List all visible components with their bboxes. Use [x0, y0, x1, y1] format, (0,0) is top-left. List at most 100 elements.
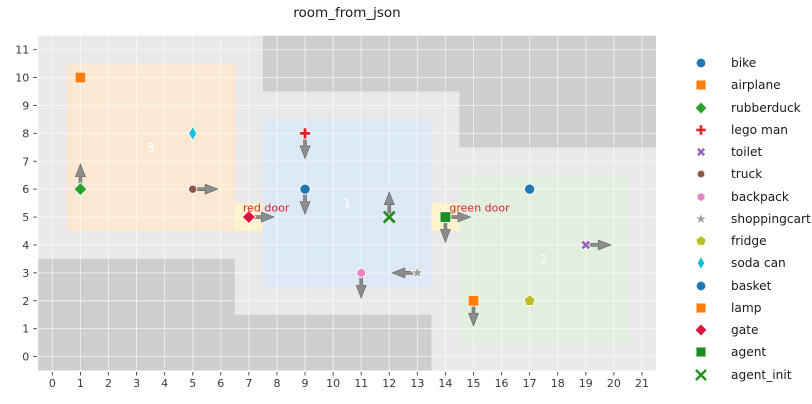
bike-marker [299, 183, 311, 195]
airplane-legend-marker-icon [695, 79, 707, 91]
legend-label: shoppingcart [731, 211, 811, 226]
x-tick-label-10: 10 [326, 377, 340, 390]
airplane-marker [74, 71, 87, 84]
chart-title: room_from_json [293, 5, 401, 21]
y-tick-label-9: 9 [22, 99, 29, 112]
legend-label: airplane [731, 78, 781, 93]
x-tick-label-16: 16 [495, 377, 509, 390]
backpack-legend-marker-icon [696, 191, 706, 202]
fridge-legend-marker-icon [695, 235, 707, 246]
backpack-marker [356, 267, 366, 279]
legend-label: toilet [731, 145, 763, 160]
y-tick-label-3: 3 [22, 267, 29, 280]
gate-legend-marker-icon [694, 323, 708, 337]
x-tick-label-15: 15 [466, 377, 480, 390]
x-tick-label-13: 13 [410, 377, 424, 390]
truck-right-arrow-icon [196, 183, 219, 195]
x-tick-label-8: 8 [273, 377, 280, 390]
legend-item-shoppingcart: shoppingcart [688, 208, 811, 230]
room-1-label: 1 [343, 197, 351, 211]
x-tick-label-2: 2 [105, 377, 112, 390]
legend-item-basket: basket [688, 275, 811, 297]
legend-item-rubberduck: rubberduck [688, 97, 811, 119]
legend-item-airplane: airplane [688, 74, 811, 96]
agent_init-legend-marker-icon [695, 368, 707, 381]
x-tick-label-17: 17 [523, 377, 537, 390]
room-3-label: 3 [147, 141, 155, 155]
room-1-area [262, 119, 432, 287]
room-2-label: 2 [540, 252, 548, 266]
rubberduck-legend-marker-icon [694, 100, 708, 115]
shoppingcart-legend-marker-icon [693, 211, 709, 225]
lamp-legend-marker-icon [695, 302, 707, 314]
bike-legend-marker-icon [695, 57, 707, 69]
legend-item-soda-can: soda can [688, 252, 811, 274]
toilet-right-arrow-icon [589, 239, 612, 251]
toilet-marker [580, 239, 592, 251]
legend-label: rubberduck [731, 100, 801, 115]
lego-man-marker [298, 127, 312, 140]
y-tick-label-5: 5 [22, 211, 29, 224]
legend-item-truck: truck [688, 163, 811, 185]
x-tick-label-12: 12 [382, 377, 396, 390]
truck-marker [188, 184, 198, 194]
backpack-down-arrow-icon [355, 276, 367, 299]
x-tick-label-14: 14 [438, 377, 452, 390]
y-tick-label-8: 8 [22, 127, 29, 140]
x-tick-label-11: 11 [354, 377, 368, 390]
y-tick-label-4: 4 [22, 239, 29, 252]
legend-label: backpack [731, 189, 789, 204]
x-tick-label-20: 20 [607, 377, 621, 390]
lamp-marker [467, 294, 480, 307]
legend-item-agent_init: agent_init [688, 364, 811, 386]
agent_init-up-arrow-icon [383, 190, 395, 214]
y-tick-label-1: 1 [22, 323, 29, 336]
x-tick-label-9: 9 [302, 377, 309, 390]
legend-item-bike: bike [688, 52, 811, 74]
green-door-label: green door [449, 202, 510, 215]
room-2-area [459, 175, 628, 343]
x-tick-label-1: 1 [77, 377, 84, 390]
legend-label: soda can [731, 256, 786, 271]
legend-item-toilet: toilet [688, 141, 811, 163]
x-tick-label-21: 21 [635, 377, 649, 390]
x-tick-label-4: 4 [161, 377, 168, 390]
legend: bike airplane rubberduck lego man toilet truc… [688, 52, 811, 386]
y-tick-label-11: 11 [15, 44, 29, 57]
truck-legend-marker-icon [696, 170, 706, 179]
legend-item-lamp: lamp [688, 297, 811, 319]
x-tick-label-18: 18 [551, 377, 565, 390]
legend-label: fridge [731, 234, 767, 249]
legend-label: agent_init [731, 367, 792, 382]
legend-label: bike [731, 56, 757, 71]
y-tick-label-0: 0 [22, 351, 29, 364]
legend-item-agent: agent [688, 341, 811, 363]
x-tick-label-3: 3 [133, 377, 140, 390]
toilet-legend-marker-icon [695, 146, 707, 158]
legend-item-fridge: fridge [688, 230, 811, 252]
x-tick-label-6: 6 [217, 377, 224, 390]
room-3-area [66, 63, 235, 231]
x-tick-label-0: 0 [49, 377, 56, 390]
grid-lines [38, 35, 656, 371]
y-tick-label-7: 7 [22, 155, 29, 168]
soda-can-marker [187, 125, 198, 142]
legend-label: gate [731, 323, 759, 338]
legend-label: lego man [731, 122, 789, 137]
lego-man-legend-marker-icon [695, 124, 707, 136]
rubberduck-marker [73, 181, 88, 197]
fridge-marker [523, 294, 536, 307]
x-tick-label-19: 19 [579, 377, 593, 390]
x-tick-label-5: 5 [189, 377, 196, 390]
red-door-label: red door [243, 202, 290, 215]
agent_init-marker [382, 210, 396, 224]
y-tick-label-2: 2 [22, 295, 29, 308]
basket-marker [523, 183, 536, 195]
gate-marker [241, 209, 257, 225]
shoppingcart-marker [409, 264, 426, 280]
agent-marker [439, 211, 452, 223]
x-tick-label-7: 7 [245, 377, 252, 390]
basket-legend-marker-icon [695, 280, 707, 291]
